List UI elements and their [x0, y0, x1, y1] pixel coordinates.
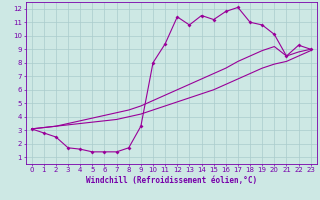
- X-axis label: Windchill (Refroidissement éolien,°C): Windchill (Refroidissement éolien,°C): [86, 176, 257, 185]
